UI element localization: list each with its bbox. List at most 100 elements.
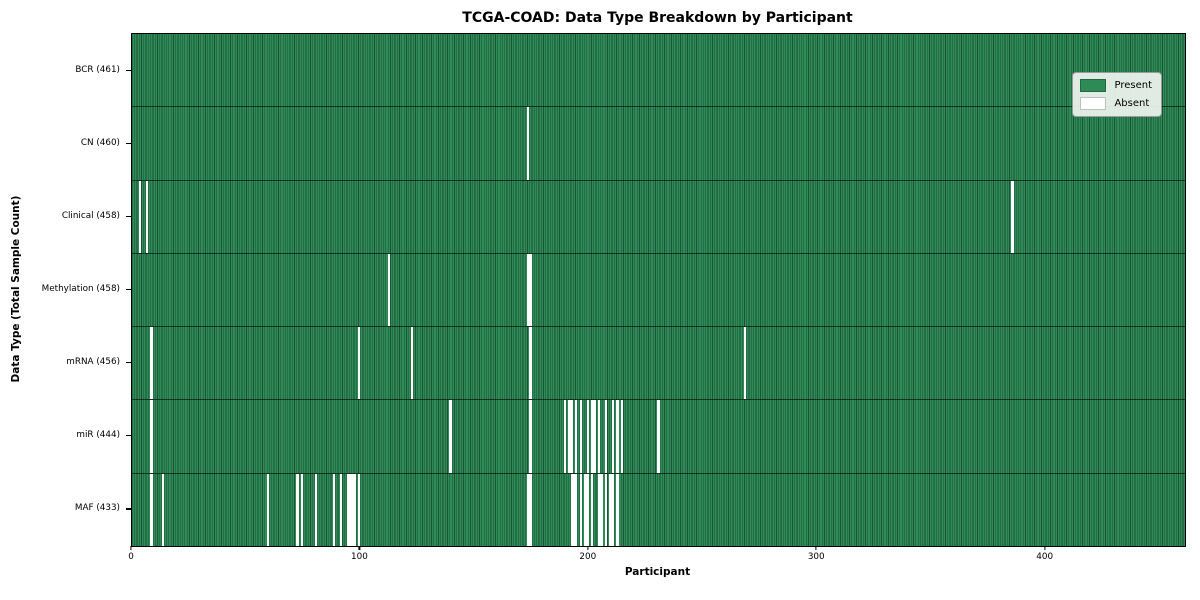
chart-title: TCGA-COAD: Data Type Breakdown by Partic… — [462, 10, 853, 26]
absent-cell-miR-174 — [529, 400, 532, 473]
absent-cell-miR-202 — [593, 400, 596, 473]
y-tick-label-mRNA: mRNA (456) — [66, 357, 120, 368]
absent-cell-MAF-97 — [353, 473, 356, 546]
absent-cell-MAF-198 — [584, 473, 587, 546]
absent-cell-MAF-72 — [296, 473, 299, 546]
absent-cell-MAF-209 — [609, 473, 612, 546]
absent-cell-mRNA-8 — [150, 327, 153, 400]
y-tick-mark — [126, 142, 131, 144]
absent-cell-MAF-174 — [529, 473, 532, 546]
y-tick-mark — [126, 508, 131, 510]
absent-cell-MAF-193 — [572, 473, 576, 546]
absent-cell-CN-173 — [527, 107, 530, 180]
absent-cell-Methylation-112 — [387, 253, 391, 327]
absent-cell-MAF-210 — [611, 473, 614, 546]
absent-cell-MAF-207 — [604, 473, 608, 546]
x-tick-label-200: 200 — [579, 552, 597, 562]
x-tick-label-0: 0 — [128, 552, 134, 562]
x-axis-label: Participant — [624, 566, 691, 578]
heatmap-row-mRNA — [132, 327, 1185, 401]
absent-cell-miR-204 — [597, 400, 601, 473]
absent-cell-Clinical-6 — [145, 180, 148, 253]
absent-cell-MAF-204 — [597, 473, 601, 546]
x-tick-mark — [130, 546, 132, 550]
absent-cell-MAF-13 — [161, 473, 164, 546]
x-tick-mark — [815, 546, 817, 550]
absent-cell-miR-230 — [657, 400, 660, 473]
y-tick-mark — [126, 435, 131, 437]
heatmap-row-MAF — [132, 473, 1185, 546]
absent-cell-Clinical-3 — [138, 180, 142, 253]
y-axis-tick-marks — [126, 33, 131, 545]
y-tick-label-MAF: MAF (433) — [74, 503, 120, 514]
absent-cell-MAF-99 — [358, 473, 361, 546]
heatmap-row-CN — [132, 107, 1185, 181]
x-tick-mark — [358, 546, 360, 550]
legend-label-present: Present — [1114, 80, 1152, 91]
absent-cell-MAF-94 — [346, 473, 349, 546]
absent-cell-MAF-96 — [351, 473, 354, 546]
absent-cell-MAF-196 — [579, 473, 582, 546]
legend-label-absent: Absent — [1114, 98, 1150, 109]
y-tick-mark — [126, 215, 131, 218]
y-tick-label-Methylation: Methylation (458) — [41, 284, 120, 294]
absent-cell-miR-189 — [563, 400, 566, 473]
absent-cell-MAF-91 — [339, 473, 343, 546]
plot-area: Present Absent — [131, 33, 1186, 547]
legend-item-present: Present — [1080, 79, 1152, 92]
absent-cell-miR-194 — [575, 400, 578, 473]
x-axis: 0 100 200 300 400 — [128, 546, 1184, 576]
x-tick-label-100: 100 — [351, 552, 368, 562]
absent-cell-miR-212 — [616, 400, 619, 473]
absent-cell-Methylation-173 — [527, 253, 530, 327]
absent-cell-miR-192 — [570, 400, 573, 473]
x-tick-label-300: 300 — [807, 552, 825, 562]
legend-item-absent: Absent — [1080, 97, 1152, 110]
heatmap-row-miR — [132, 400, 1185, 474]
absent-cell-mRNA-268 — [744, 327, 747, 400]
absent-cell-MAF-95 — [348, 473, 352, 546]
absent-cell-miR-201 — [591, 400, 594, 473]
absent-cell-MAF-74 — [301, 473, 304, 546]
y-tick-mark — [126, 362, 131, 364]
absent-cell-miR-210 — [611, 400, 614, 473]
heatmap-row-BCR — [132, 34, 1185, 108]
absent-cell-MAF-8 — [150, 473, 153, 546]
absent-cell-mRNA-99 — [358, 327, 361, 400]
y-tick-mark — [126, 289, 131, 291]
absent-cell-miR-214 — [620, 400, 624, 473]
legend-swatch-absent — [1080, 97, 1107, 110]
absent-cell-MAF-201 — [591, 473, 594, 546]
absent-cell-miR-199 — [586, 400, 589, 473]
absent-cell-MAF-80 — [314, 473, 317, 546]
absent-cell-MAF-88 — [333, 473, 336, 546]
absent-cell-miR-207 — [604, 400, 608, 473]
y-tick-mark — [126, 69, 131, 71]
absent-cell-MAF-194 — [575, 473, 578, 546]
absent-cell-MAF-59 — [266, 473, 270, 546]
x-tick-mark — [587, 546, 589, 550]
absent-cell-miR-139 — [449, 400, 452, 473]
heatmap-rows — [132, 34, 1185, 546]
absent-cell-miR-8 — [150, 400, 153, 473]
absent-cell-MAF-173 — [527, 473, 530, 546]
absent-cell-MAF-212 — [616, 473, 619, 546]
legend: Present Absent — [1072, 72, 1162, 117]
x-tick-label-400: 400 — [1036, 552, 1054, 562]
y-axis-tick-labels: BCR (461) CN (460) Clinical (458) Methylati… — [0, 33, 120, 545]
heatmap-row-Clinical — [132, 180, 1185, 254]
heatmap-row-Methylation — [132, 253, 1185, 328]
absent-cell-miR-191 — [568, 400, 571, 473]
absent-cell-mRNA-174 — [529, 327, 532, 400]
legend-swatch-present — [1080, 79, 1107, 92]
y-tick-label-miR: miR (444) — [76, 430, 120, 441]
y-tick-label-BCR: BCR (461) — [75, 64, 120, 75]
absent-cell-MAF-192 — [570, 473, 573, 546]
absent-cell-miR-196 — [579, 400, 582, 473]
absent-cell-Methylation-174 — [529, 253, 532, 327]
absent-cell-mRNA-122 — [410, 327, 413, 400]
absent-cell-Clinical-385 — [1011, 180, 1014, 253]
absent-cell-MAF-205 — [600, 473, 603, 546]
y-tick-label-CN: CN (460) — [80, 137, 120, 148]
